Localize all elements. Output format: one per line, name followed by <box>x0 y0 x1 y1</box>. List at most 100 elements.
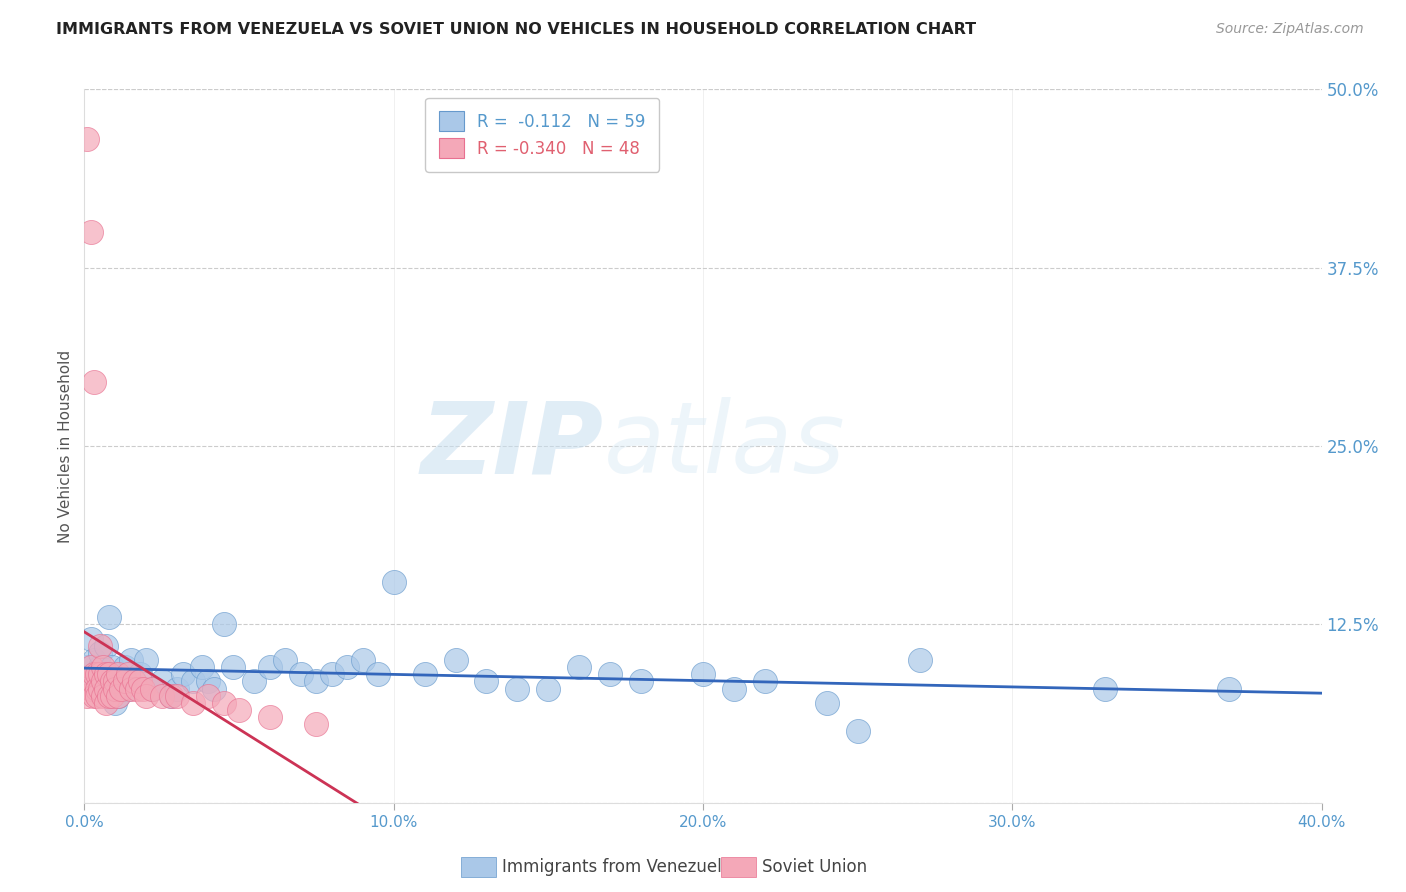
Point <box>86 667 108 681</box>
Point <box>120 653 142 667</box>
Point <box>723 681 745 696</box>
Point <box>86 689 108 703</box>
Point <box>305 717 328 731</box>
Point <box>94 681 117 696</box>
Point <box>630 674 652 689</box>
Point <box>89 667 111 681</box>
Point <box>212 696 235 710</box>
Point <box>83 653 105 667</box>
Point <box>83 375 105 389</box>
Point <box>382 574 405 589</box>
Point <box>321 667 343 681</box>
Point <box>181 674 204 689</box>
Text: IMMIGRANTS FROM VENEZUELA VS SOVIET UNION NO VEHICLES IN HOUSEHOLD CORRELATION C: IMMIGRANTS FROM VENEZUELA VS SOVIET UNIO… <box>56 22 976 37</box>
Point <box>104 696 127 710</box>
Point <box>114 674 136 689</box>
Point <box>537 681 560 696</box>
Point <box>692 667 714 681</box>
Point <box>1218 681 1240 696</box>
Point <box>107 689 129 703</box>
Point <box>107 667 129 681</box>
Point <box>98 674 121 689</box>
Point <box>86 681 108 696</box>
Point <box>599 667 621 681</box>
Point <box>94 667 117 681</box>
Point <box>160 689 183 703</box>
Point <box>259 710 281 724</box>
Point <box>94 696 117 710</box>
Point <box>104 667 127 681</box>
Point <box>259 660 281 674</box>
Point <box>305 674 328 689</box>
Point <box>117 681 139 696</box>
Point <box>132 681 155 696</box>
Point <box>197 674 219 689</box>
Point <box>166 681 188 696</box>
Point <box>104 681 127 696</box>
Point <box>89 646 111 660</box>
Point <box>91 689 114 703</box>
Point <box>79 632 101 646</box>
Point <box>86 674 108 689</box>
Point <box>110 681 132 696</box>
Point <box>413 667 436 681</box>
Point <box>104 674 127 689</box>
Point <box>172 667 194 681</box>
Point <box>754 674 776 689</box>
Point <box>135 653 157 667</box>
Point <box>120 681 142 696</box>
Point <box>336 660 359 674</box>
Point <box>352 653 374 667</box>
Point <box>150 674 173 689</box>
Point <box>181 696 204 710</box>
Point <box>290 667 312 681</box>
Point <box>107 689 129 703</box>
Point <box>76 132 98 146</box>
Point <box>76 660 98 674</box>
Text: ZIP: ZIP <box>420 398 605 494</box>
Point <box>83 667 105 681</box>
Point <box>212 617 235 632</box>
Point <box>141 681 163 696</box>
Point <box>141 681 163 696</box>
Point <box>91 674 114 689</box>
Point <box>91 674 114 689</box>
Text: Immigrants from Venezuela: Immigrants from Venezuela <box>502 858 731 876</box>
Point <box>98 667 121 681</box>
Point <box>76 674 98 689</box>
Point <box>568 660 591 674</box>
Point <box>98 610 121 624</box>
Point <box>83 689 105 703</box>
Point <box>228 703 250 717</box>
Point <box>91 660 114 674</box>
Point <box>101 674 124 689</box>
Legend: R =  -0.112   N = 59, R = -0.340   N = 48: R = -0.112 N = 59, R = -0.340 N = 48 <box>426 97 659 171</box>
Point <box>101 689 124 703</box>
Text: atlas: atlas <box>605 398 845 494</box>
Point <box>160 689 183 703</box>
Point <box>79 681 101 696</box>
Text: Soviet Union: Soviet Union <box>762 858 868 876</box>
Point <box>89 681 111 696</box>
Point <box>94 639 117 653</box>
Point <box>129 667 152 681</box>
Point <box>125 681 148 696</box>
Point <box>76 689 98 703</box>
Point <box>243 674 266 689</box>
Point <box>197 689 219 703</box>
Point <box>506 681 529 696</box>
Point <box>79 225 101 239</box>
Point <box>846 724 869 739</box>
Point <box>367 667 389 681</box>
Point <box>908 653 931 667</box>
Point <box>79 660 101 674</box>
Point <box>89 639 111 653</box>
Point <box>122 674 145 689</box>
Point <box>1094 681 1116 696</box>
Point <box>444 653 467 667</box>
Point <box>222 660 245 674</box>
Point <box>117 667 139 681</box>
Point <box>129 674 152 689</box>
Point <box>114 660 136 674</box>
Point <box>475 674 498 689</box>
